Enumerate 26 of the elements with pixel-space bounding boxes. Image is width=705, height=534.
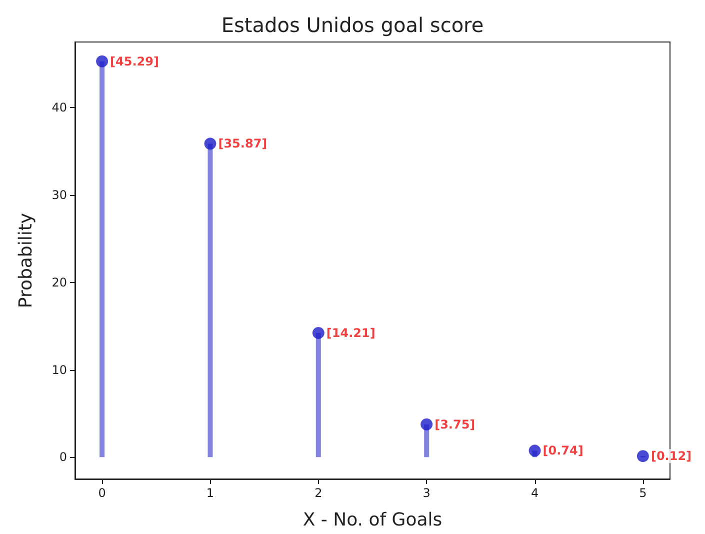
point [312,326,324,339]
y-tick-label: 30 [52,188,67,202]
y-tick-label: 10 [52,362,67,377]
point [96,55,108,68]
x-tick-label: 5 [639,486,647,500]
data-label: [3.75] [434,417,476,432]
point [528,444,541,457]
data-label: [14.21] [326,326,376,340]
point [636,450,649,462]
data-label: [0.74] [542,444,584,458]
chart-title: Estados Unidos goal score [221,13,484,37]
x-tick-label: 0 [98,486,106,500]
data-label: [45.29] [110,54,159,68]
x-tick-label: 2 [314,486,322,500]
x-axis-title: X - No. of Goals [302,510,442,530]
data-label: [0.12] [650,449,692,464]
point [204,138,216,150]
y-axis-title: Probability [16,212,36,308]
x-tick-label: 3 [422,486,430,500]
x-tick-label: 1 [206,486,214,500]
y-tick-label: 40 [52,100,67,115]
x-tick-label: 4 [530,486,539,500]
y-tick-label: 20 [52,275,67,290]
data-label: [35.87] [218,136,268,151]
point [420,418,433,430]
y-tick-label: 0 [59,450,67,464]
